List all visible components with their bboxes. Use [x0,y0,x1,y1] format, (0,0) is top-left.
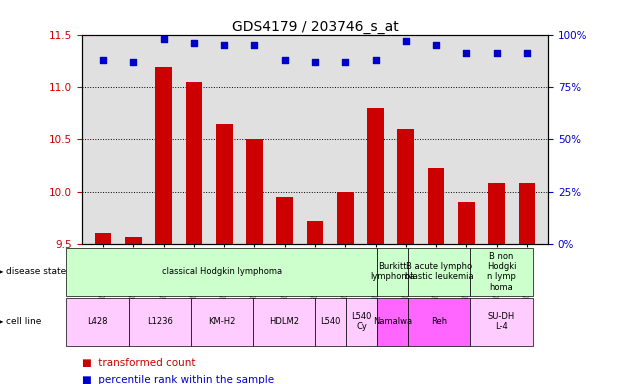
Text: KM-H2: KM-H2 [208,317,236,326]
Bar [518,183,536,244]
Point [159,36,169,42]
Point [522,50,532,56]
Bar [488,183,505,244]
Text: SU-DH
L-4: SU-DH L-4 [488,312,515,331]
Text: ■  percentile rank within the sample: ■ percentile rank within the sample [82,375,274,384]
Point [370,56,381,63]
Text: Burkitt
lymphoma: Burkitt lymphoma [370,262,415,281]
Text: L540
Cy: L540 Cy [352,312,372,331]
Text: B acute lympho
blastic leukemia: B acute lympho blastic leukemia [405,262,474,281]
Point [491,50,501,56]
Text: HDLM2: HDLM2 [269,317,299,326]
Text: classical Hodgkin lymphoma: classical Hodgkin lymphoma [162,267,282,276]
Bar [277,197,293,244]
Point [249,42,260,48]
Title: GDS4179 / 203746_s_at: GDS4179 / 203746_s_at [232,20,398,33]
Point [98,56,108,63]
Point [431,42,441,48]
Text: ▶: ▶ [0,267,3,276]
Bar [458,202,474,244]
Point [310,59,320,65]
Text: L540: L540 [320,317,341,326]
Bar [186,82,202,244]
Bar [216,124,232,244]
Text: disease state: disease state [6,267,67,276]
Point [340,59,350,65]
Text: Namalwa: Namalwa [373,317,412,326]
Text: B non
Hodgki
n lymp
homa: B non Hodgki n lymp homa [487,252,516,292]
Text: Reh: Reh [432,317,447,326]
Bar [125,237,142,244]
Point [461,50,471,56]
Point [280,56,290,63]
Bar [307,221,323,244]
Bar [94,233,112,244]
Bar [428,169,444,244]
Text: ▶: ▶ [0,317,3,326]
Point [401,38,411,44]
Bar [246,139,263,244]
Text: L428: L428 [87,317,108,326]
Text: cell line: cell line [6,317,42,326]
Text: ■  transformed count: ■ transformed count [82,358,195,368]
Point [129,59,139,65]
Bar [156,67,172,244]
Point [219,42,229,48]
Text: L1236: L1236 [147,317,173,326]
Point [189,40,199,46]
Bar [367,108,384,244]
Bar [337,192,353,244]
Bar [398,129,414,244]
